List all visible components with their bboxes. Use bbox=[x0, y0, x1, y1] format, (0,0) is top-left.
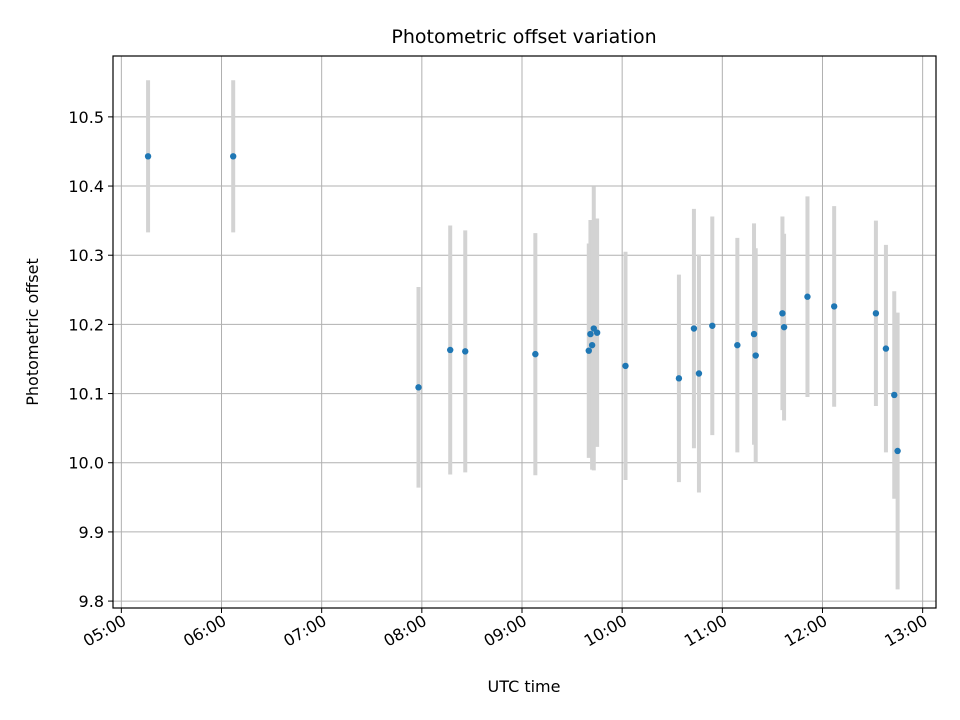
y-tick-label: 10.3 bbox=[68, 246, 104, 265]
data-point bbox=[891, 391, 898, 399]
y-tick-label: 9.9 bbox=[79, 523, 104, 542]
data-point bbox=[882, 345, 890, 352]
data-point bbox=[593, 329, 601, 336]
data-point bbox=[622, 362, 629, 370]
data-point bbox=[780, 323, 788, 331]
data-point bbox=[830, 303, 838, 310]
data-point bbox=[695, 370, 703, 377]
data-point bbox=[734, 341, 741, 349]
data-point bbox=[585, 347, 592, 354]
data-point bbox=[752, 352, 759, 359]
data-point bbox=[804, 293, 811, 300]
data-points bbox=[144, 153, 901, 455]
data-point bbox=[144, 153, 152, 160]
grid bbox=[113, 56, 936, 608]
data-point bbox=[415, 384, 422, 391]
y-tick-label: 10.4 bbox=[68, 177, 104, 196]
data-point bbox=[588, 341, 596, 349]
data-point bbox=[872, 310, 880, 317]
chart-title: Photometric offset variation bbox=[391, 26, 656, 48]
y-axis: 9.8 9.9 10.0 10.1 10.2 10.3 10.4 10.5 bbox=[68, 108, 113, 611]
data-point bbox=[750, 330, 758, 338]
data-point bbox=[675, 375, 683, 382]
y-tick-label: 10.1 bbox=[68, 385, 104, 404]
data-point bbox=[229, 153, 237, 160]
data-point bbox=[447, 346, 454, 354]
data-point bbox=[587, 330, 594, 338]
data-point bbox=[779, 310, 786, 317]
data-point bbox=[709, 322, 716, 329]
x-axis-label: UTC time bbox=[488, 677, 561, 696]
plot-frame bbox=[112, 55, 937, 609]
data-point bbox=[462, 348, 469, 355]
data-point bbox=[894, 447, 901, 455]
y-tick-label: 10.5 bbox=[68, 108, 104, 127]
data-point bbox=[690, 325, 698, 332]
data-point bbox=[532, 350, 539, 358]
y-tick-label: 10.0 bbox=[68, 454, 104, 473]
y-axis-label: Photometric offset bbox=[23, 258, 42, 406]
y-tick-label: 10.2 bbox=[68, 315, 104, 334]
y-tick-label: 9.8 bbox=[79, 592, 104, 611]
